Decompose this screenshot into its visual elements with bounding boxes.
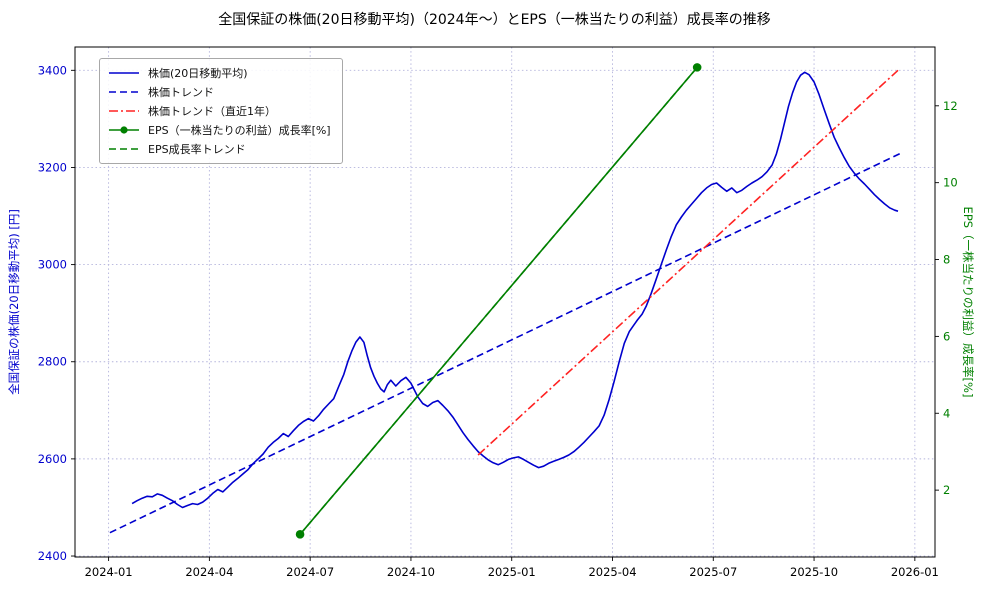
series-price-trend [109, 152, 902, 534]
legend-box: 株価(20日移動平均) 株価トレンド株価トレンド（直近1年） EPS（一株当たりの利… [99, 58, 343, 164]
legend-label-eps-growth: EPS（一株当たりの利益）成長率[%] [148, 124, 331, 137]
legend-line-sample-price-trend-1y [109, 110, 139, 112]
series-price-trend-1y [477, 69, 899, 456]
y-axis-right-ticks: 2 4 6 8 10 12 [935, 99, 958, 497]
x-tick-label: 2025-04 [588, 565, 636, 579]
legend-label-price-trend-1y: 株価トレンド（直近1年） [148, 105, 276, 118]
legend-item-eps-trend: EPS成長率トレンド [108, 141, 331, 157]
x-tick-label: 2026-01 [891, 565, 939, 579]
y-right-tick-label: 6 [943, 329, 950, 343]
x-tick-label: 2024-10 [387, 565, 435, 579]
legend-line-sample-eps-trend [109, 148, 139, 150]
y-left-tick-label: 2800 [38, 355, 67, 369]
legend-label-price-trend: 株価トレンド [148, 86, 214, 99]
x-tick-label: 2024-01 [85, 565, 133, 579]
y-left-tick-label: 2600 [38, 452, 67, 466]
legend-line-sample-price [109, 72, 139, 74]
axes-frame [74, 46, 936, 558]
grid [75, 47, 935, 557]
y-right-tick-label: 2 [943, 483, 950, 497]
legend-item-price: 株価(20日移動平均) [108, 65, 331, 81]
series-price [131, 71, 899, 509]
series-eps-trend [299, 66, 698, 535]
chart-title: 全国保証の株価(20日移動平均)（2024年〜）とEPS（一株当たりの利益）成長… [218, 12, 771, 28]
legend-item-price-trend-1y: 株価トレンド（直近1年） [108, 103, 331, 119]
x-tick-label: 2024-07 [286, 565, 334, 579]
x-axis-ticks: 2024-01 2024-04 2024-07 2024-10 2025-01 2025-… [85, 557, 939, 579]
x-tick-label: 2025-01 [488, 565, 536, 579]
y-right-tick-label: 10 [943, 176, 958, 190]
x-tick-label: 2025-07 [689, 565, 737, 579]
legend-item-price-trend: 株価トレンド [108, 84, 331, 100]
y-left-tick-label: 3200 [38, 160, 67, 174]
x-tick-label: 2025-10 [790, 565, 838, 579]
legend-line-sample-eps-growth [109, 126, 139, 134]
legend-label-price: 株価(20日移動平均) [148, 67, 248, 80]
y-right-tick-label: 8 [943, 253, 950, 267]
legend-item-eps-growth: EPS（一株当たりの利益）成長率[%] [108, 122, 331, 138]
y-right-tick-label: 4 [943, 406, 950, 420]
y-left-tick-label: 3000 [38, 258, 67, 272]
y-left-tick-label: 3400 [38, 63, 67, 77]
legend-line-sample-price-trend [109, 91, 139, 93]
y-left-tick-label: 2400 [38, 549, 67, 563]
y-right-tick-label: 12 [943, 99, 958, 113]
legend-label-eps-trend: EPS成長率トレンド [148, 143, 246, 156]
y-axis-left-ticks: 2400 2600 2800 3000 3200 3400 [38, 63, 75, 563]
x-tick-label: 2024-04 [185, 565, 233, 579]
